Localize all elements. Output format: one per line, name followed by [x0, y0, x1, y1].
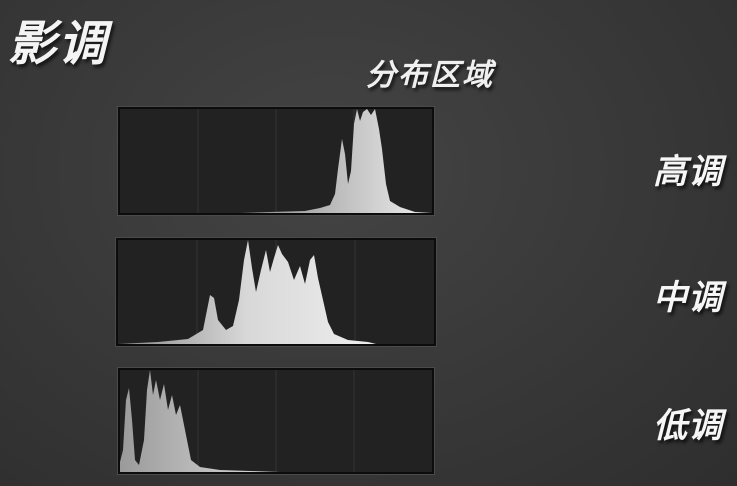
page-title: 影调	[8, 16, 109, 72]
label-high-key: 高调	[653, 152, 723, 192]
page-subtitle: 分布区域	[366, 58, 494, 93]
histogram-low-key-graph	[120, 370, 355, 472]
label-mid-key: 中调	[653, 278, 723, 318]
histogram-mid-key-graph	[118, 240, 376, 344]
histogram-mid-key-fill	[118, 240, 376, 344]
histogram-high-key	[118, 107, 434, 215]
histogram-high-key-graph	[197, 109, 432, 213]
histogram-high-key-fill	[240, 109, 432, 213]
label-low-key: 低调	[653, 406, 723, 446]
histogram-low-key-fill	[120, 370, 280, 472]
histogram-mid-key	[116, 238, 436, 346]
histogram-low-key	[118, 368, 434, 474]
